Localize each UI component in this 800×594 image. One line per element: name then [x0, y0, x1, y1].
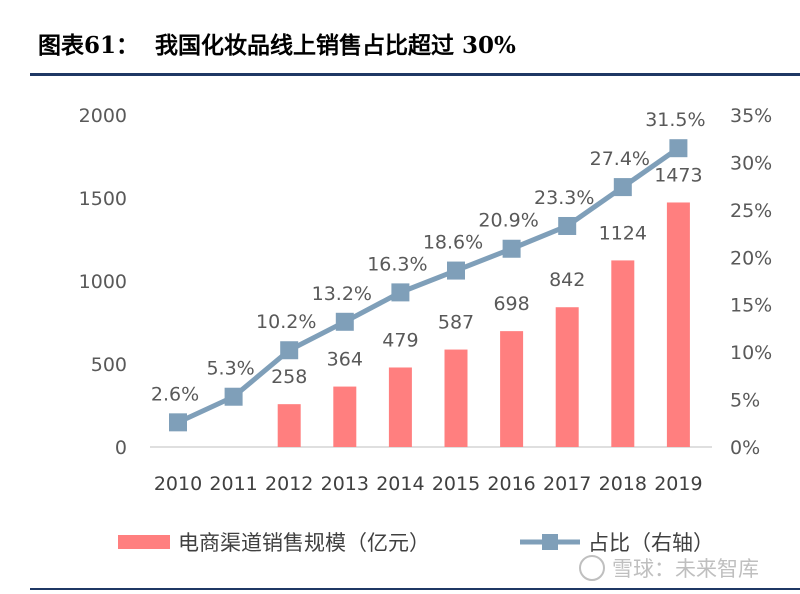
- left-axis-tick-label: 500: [91, 354, 127, 376]
- right-axis-tick-label: 0%: [730, 437, 760, 459]
- legend-bar-label: 电商渠道销售规模（亿元）: [178, 531, 430, 555]
- bar-data-label: 587: [438, 312, 474, 334]
- x-axis-tick-label: 2019: [654, 473, 702, 495]
- line-data-label: 5.3%: [206, 358, 254, 380]
- left-axis-ticks: 0 500 1000 1500 2000: [79, 105, 127, 459]
- bar: [555, 307, 579, 447]
- bar-data-labels: 258 364 479 587 698 842 1124 1473: [271, 164, 703, 388]
- bar: [666, 202, 690, 447]
- line-marker: [224, 387, 243, 406]
- left-axis-tick-label: 0: [115, 437, 127, 459]
- line-marker: [169, 413, 187, 432]
- bar-series: [277, 202, 690, 447]
- bar: [333, 386, 357, 447]
- line-series: [169, 139, 688, 432]
- line-data-label: 20.9%: [478, 210, 538, 232]
- x-axis-tick-label: 2017: [543, 473, 591, 495]
- bar: [277, 404, 301, 447]
- line-data-label: 16.3%: [367, 253, 427, 275]
- line-marker: [613, 178, 632, 197]
- line-marker: [447, 261, 465, 280]
- line-data-labels: 2.6% 5.3% 10.2% 13.2% 16.3%18.6%20.9%23.3% 27…: [151, 109, 706, 405]
- bar-data-label: 258: [271, 366, 307, 388]
- x-axis-tick-label: 2015: [432, 473, 480, 495]
- bar-data-label: 698: [493, 293, 529, 315]
- legend-bar-swatch: [118, 535, 170, 549]
- line-marker: [669, 139, 688, 158]
- left-axis-tick-label: 1000: [79, 271, 127, 293]
- x-axis-ticks: 2010 2011 2012 2013 2014 2015 2016 2017 2018 2019: [154, 473, 703, 495]
- x-axis-tick-label: 2013: [321, 473, 369, 495]
- legend: 电商渠道销售规模（亿元） 占比（右轴）: [118, 531, 714, 555]
- bar-data-label: 479: [382, 329, 418, 351]
- x-axis-tick-label: 2012: [265, 473, 313, 495]
- line-data-label: 27.4%: [590, 148, 650, 170]
- left-axis-tick-label: 2000: [79, 105, 127, 127]
- line-marker: [558, 216, 577, 235]
- right-axis-tick-label: 30%: [730, 152, 772, 174]
- bottom-divider: [30, 588, 800, 590]
- right-axis-ticks: 0% 5% 10% 15% 20% 25% 30% 35%: [730, 105, 772, 459]
- right-axis-tick-label: 10%: [730, 342, 772, 364]
- bar: [611, 260, 635, 447]
- bar-data-label: 364: [327, 349, 363, 371]
- right-axis-tick-label: 35%: [730, 105, 772, 127]
- x-axis-tick-label: 2014: [376, 473, 424, 495]
- right-axis-tick-label: 5%: [730, 390, 760, 412]
- line-marker: [391, 283, 410, 302]
- bar-data-label: 842: [549, 269, 585, 291]
- right-axis-tick-label: 15%: [730, 295, 772, 317]
- bar: [444, 349, 468, 447]
- line-data-label: 10.2%: [256, 311, 316, 333]
- line-marker: [335, 312, 354, 331]
- bar: [500, 331, 524, 447]
- line-marker: [502, 239, 521, 258]
- x-axis-tick-label: 2010: [154, 473, 202, 495]
- left-axis-tick-label: 1500: [79, 188, 127, 210]
- right-axis-tick-label: 25%: [730, 200, 772, 222]
- chart-title: 图表61： 我国化妆品线上销售占比超过 30%: [38, 32, 516, 59]
- bar-data-label: 1124: [599, 222, 647, 244]
- x-axis-tick-label: 2016: [487, 473, 535, 495]
- line-data-label: 23.3%: [534, 187, 594, 209]
- legend-line-marker: [542, 534, 558, 550]
- bar-data-label: 1473: [654, 164, 702, 186]
- line-data-label: 31.5%: [645, 109, 705, 131]
- snowball-logo-icon: [579, 555, 605, 581]
- line-data-label: 18.6%: [423, 232, 483, 254]
- bar: [388, 367, 412, 447]
- legend-line-label: 占比（右轴）: [588, 531, 714, 555]
- line-data-label: 2.6%: [151, 383, 199, 405]
- watermark-text: 雪球：未来智库: [612, 557, 759, 581]
- title-divider: [30, 73, 800, 76]
- line-data-label: 13.2%: [312, 283, 372, 305]
- x-axis-tick-label: 2018: [599, 473, 647, 495]
- line-marker: [280, 341, 299, 360]
- right-axis-tick-label: 20%: [730, 247, 772, 269]
- watermark: 雪球：未来智库: [579, 555, 759, 581]
- x-axis-tick-label: 2011: [209, 473, 257, 495]
- line-path: [176, 146, 680, 425]
